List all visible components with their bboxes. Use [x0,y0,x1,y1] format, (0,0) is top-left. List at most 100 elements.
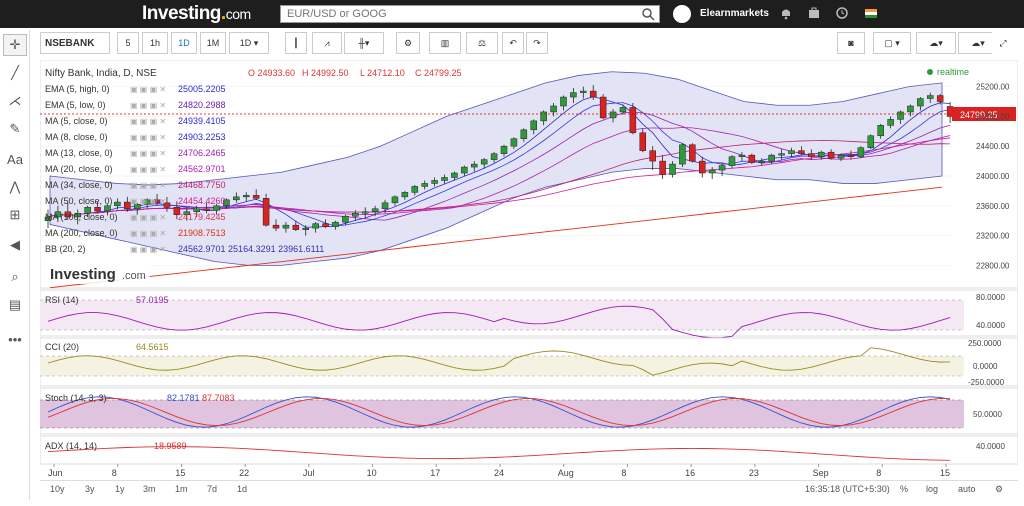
candle-body [599,96,607,119]
zoom-icon[interactable]: ⌕ [11,269,19,284]
legend-controls: ▣ ▣ ▣ ✕ [130,85,166,94]
candle-body [847,154,855,157]
legend-value: 24820.2988 [178,100,226,110]
interval-1m[interactable]: 1M [200,32,226,54]
top-navigation-bar: Investing.com Elearnmarkets [0,0,1024,28]
log-toggle[interactable]: log [926,484,939,494]
range-1d[interactable]: 1d [237,484,248,494]
avatar[interactable] [673,5,691,23]
indicators-icon[interactable]: ╫▾ [344,32,384,54]
bell-icon[interactable] [779,6,793,20]
candle-body [183,211,191,215]
interval-5[interactable]: 5 [117,32,139,54]
measure-icon[interactable]: ⊞ [9,207,21,222]
ohlc-open: O 24933.60 [248,68,295,78]
brush-icon[interactable]: ✎ [9,121,21,136]
range-1y[interactable]: 1y [115,484,125,494]
fullscreen-icon[interactable]: ⤢ [992,32,1014,54]
line-chart-icon[interactable]: ⩘ [312,32,342,54]
interval-1h[interactable]: 1h [142,32,168,54]
adx-label: ADX (14, 14) [45,441,97,451]
balance-icon[interactable]: ⚖ [466,32,498,54]
time-tick-label: Sep [813,468,829,478]
candle-body [332,221,339,227]
legend-value: 24903.2253 [178,132,226,142]
price-axis: 25200.00 24800.00 24400.00 24000.00 23600.00… [976,83,1010,271]
realtime-label: realtime [937,67,969,77]
price-tick-label: 24400.00 [976,142,1010,151]
layout-select[interactable]: ▢ ▾ [873,32,911,54]
candle-body [54,211,62,218]
percent-toggle[interactable]: % [900,484,909,494]
fib-icon[interactable]: ⋌ [8,93,22,108]
more-icon[interactable]: ••• [8,331,22,347]
watermark-bg [46,264,150,284]
legend-controls: ▣ ▣ ▣ ✕ [130,101,166,110]
cci-band [40,356,964,376]
indicator-legend: Nifty Bank, India, D, NSE O 24933.60 H 2… [45,68,462,254]
undo-icon[interactable]: ↶ [502,32,524,54]
candle-body [837,154,845,159]
legend-value: 24468.7750 [178,180,226,190]
candle-body [143,199,151,205]
range-10y[interactable]: 10y [50,484,65,494]
symbol-input[interactable]: NSEBANK [40,32,110,54]
compare-icon[interactable]: ▥ [429,32,461,54]
clock-readout: 16:35:18 (UTC+5:30) [805,484,890,494]
username[interactable]: Elearnmarkets [700,8,769,19]
time-tick-label: Jul [303,468,315,478]
trend-line-icon[interactable]: ╱ [11,65,19,80]
portfolio-icon[interactable] [807,6,821,20]
interval-dropdown[interactable]: 1D ▾ [229,32,269,54]
range-3m[interactable]: 3m [143,484,156,494]
ma-13-line [47,111,951,221]
candle-body [827,151,835,159]
stoch-band [40,400,964,428]
settings-icon[interactable]: ⚙ [995,484,1004,494]
search-icon[interactable] [641,7,655,21]
back-arrow-icon[interactable]: ◀ [10,237,20,252]
camera-icon[interactable]: ◙ [837,32,865,54]
time-tick-label: 17 [430,468,440,478]
candle-body [361,211,369,214]
stoch-k-line [47,396,951,428]
chart-title: Nifty Bank, India, D, NSE [45,68,157,79]
interval-1d[interactable]: 1D [171,32,197,54]
search-box[interactable] [280,5,660,23]
adx-pane[interactable] [39,435,1019,465]
candle-body [342,215,349,223]
crosshair-icon[interactable]: ✛ [3,34,27,56]
candle-body [669,163,676,175]
range-1m[interactable]: 1m [175,484,188,494]
range-7d[interactable]: 7d [207,484,218,494]
legend-value: 24706.2465 [178,148,226,158]
candle-body [808,153,815,157]
cci-value: 64.5615 [136,342,169,352]
redo-icon[interactable]: ↷ [526,32,548,54]
clock-icon[interactable] [835,6,849,20]
ruler-icon[interactable]: ▤ [8,297,22,312]
candle-body [540,111,547,122]
chart-svg[interactable]: 24799.25 25200.00 24800.00 24400.00 24000.0… [39,59,1019,480]
candle-body [302,227,309,230]
legend-value: 24562.9701 [178,164,226,174]
range-3y[interactable]: 3y [85,484,95,494]
candle-body [758,160,765,163]
text-icon[interactable]: Aa [7,151,23,167]
cloud-upload-icon[interactable]: ☁▾ [958,32,998,54]
search-input[interactable] [281,6,621,22]
auto-toggle[interactable]: auto [958,484,976,494]
cloud-download-icon[interactable]: ☁▾ [916,32,956,54]
ohlc-high: H 24992.50 [302,68,349,78]
investing-logo[interactable]: Investing.com [142,3,251,24]
india-flag-icon[interactable] [864,6,878,20]
stoch-value-d: 87.7083 [202,393,235,403]
pattern-icon[interactable]: ⋀ [9,179,21,194]
stoch-label: Stoch (14, 3, 3) [45,393,107,403]
legend-controls: ▣ ▣ ▣ ✕ [130,117,166,126]
time-tick-label: 15 [940,468,950,478]
chart-area[interactable]: 24799.25 25200.00 24800.00 24400.00 24000.0… [39,59,1019,480]
settings-gear-icon[interactable]: ⚙ [396,32,420,54]
candle-style-icon[interactable]: ┃ [285,32,307,54]
candle-body [114,201,121,207]
